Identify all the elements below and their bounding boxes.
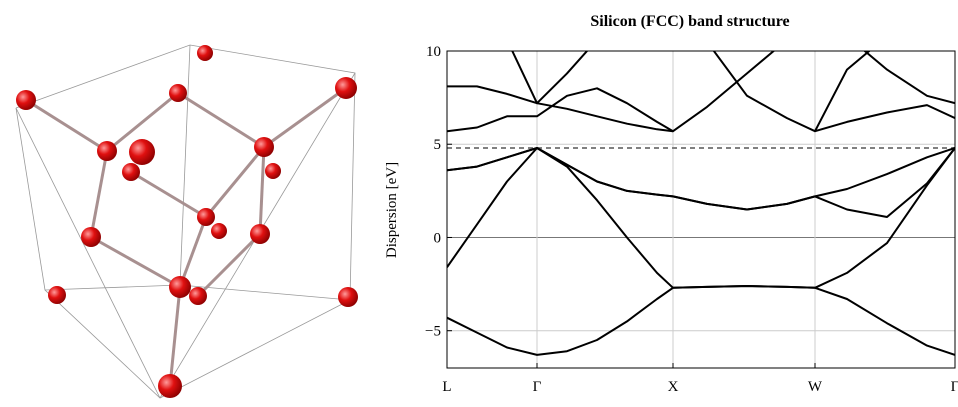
chart-title: Silicon (FCC) band structure <box>590 13 789 30</box>
band-line <box>447 148 955 210</box>
y-tick-label: 0 <box>434 230 442 246</box>
band-line <box>847 36 955 103</box>
x-tick-label: Γ <box>533 379 542 395</box>
x-tick-label: Γ <box>951 379 958 395</box>
band-line <box>447 148 955 217</box>
y-tick-label: −5 <box>425 324 441 340</box>
x-tick-label: W <box>808 379 823 395</box>
y-axis-label: Dispersion [eV] <box>384 162 400 258</box>
band-line <box>447 286 955 355</box>
chart: Silicon (FCC) band structure Dispersion … <box>0 0 958 402</box>
band-line <box>507 36 887 131</box>
y-tick-label: 10 <box>426 44 441 60</box>
band-line <box>447 148 955 288</box>
bands <box>447 36 955 355</box>
y-tick-label: 5 <box>434 137 442 153</box>
x-tick-label: L <box>442 379 451 395</box>
band-line <box>447 40 787 131</box>
band-line <box>447 86 955 131</box>
crystal-structure <box>16 45 358 398</box>
x-tick-label: X <box>668 379 679 395</box>
